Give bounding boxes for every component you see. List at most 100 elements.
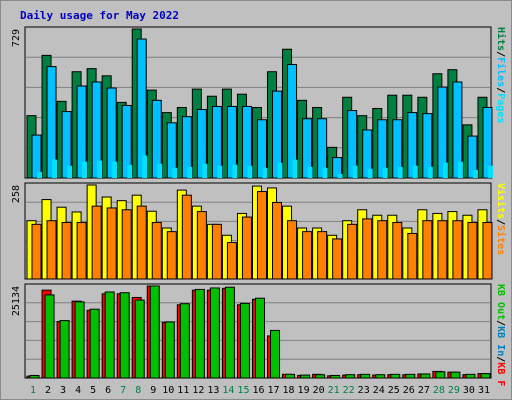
x-tick-day-23: 23 (358, 385, 370, 396)
bar-sites-day-7 (121, 209, 132, 280)
bar-sites-day-13 (211, 223, 222, 280)
bar-kb-out-day-20 (315, 374, 326, 379)
bar-sites-day-9 (151, 222, 162, 280)
bar-kb-out-day-4 (74, 301, 85, 379)
x-tick-day-25: 25 (388, 385, 400, 396)
bar-pages-day-17 (277, 162, 283, 178)
bar-pages-day-3 (67, 165, 73, 178)
bar-sites-day-1 (31, 223, 42, 280)
bar-kb-out-day-19 (300, 374, 311, 379)
bar-kb-out-day-23 (360, 373, 371, 379)
bar-sites-day-30 (467, 222, 478, 280)
bar-kb-out-day-30 (465, 373, 476, 379)
legend-visits: Visits (495, 183, 507, 219)
bar-kb-out-day-11 (179, 303, 190, 379)
bar-files-day-8 (136, 38, 147, 179)
x-tick-day-8: 8 (135, 385, 141, 396)
bar-kb-out-day-13 (209, 287, 220, 379)
bar-sites-day-11 (181, 194, 192, 280)
bar-files-day-7 (121, 104, 132, 179)
bar-pages-day-2 (52, 159, 58, 178)
x-tick-day-9: 9 (150, 385, 156, 396)
bar-sites-day-15 (241, 216, 252, 280)
x-tick-day-27: 27 (418, 385, 430, 396)
bar-pages-day-11 (187, 166, 193, 178)
bar-pages-day-30 (472, 169, 478, 178)
legend-separator: / (495, 51, 506, 57)
bar-pages-day-31 (487, 165, 493, 178)
x-tick-day-11: 11 (177, 385, 189, 396)
bar-sites-day-25 (392, 222, 403, 280)
bar-kb-out-day-7 (119, 292, 130, 379)
bar-files-day-21 (332, 157, 343, 179)
bar-sites-day-10 (166, 231, 177, 280)
bar-sites-day-26 (407, 232, 418, 280)
bar-pages-day-6 (112, 161, 118, 178)
chart-title: Daily usage for May 2022 (20, 9, 179, 22)
x-tick-day-22: 22 (343, 385, 355, 396)
bar-kb-out-day-26 (405, 373, 416, 379)
x-tick-day-15: 15 (237, 385, 249, 396)
x-tick-day-19: 19 (298, 385, 310, 396)
bar-pages-day-10 (172, 167, 178, 178)
bar-kb-out-day-10 (164, 321, 175, 379)
bar-sites-day-2 (46, 220, 57, 280)
bar-pages-day-9 (157, 163, 163, 178)
x-tick-day-4: 4 (75, 385, 81, 396)
bar-kb-out-day-9 (149, 285, 160, 379)
bar-pages-day-26 (412, 165, 418, 178)
x-tick-day-30: 30 (463, 385, 475, 396)
side-legend: Visits/Sites (495, 183, 507, 255)
x-tick-day-21: 21 (328, 385, 340, 396)
legend-files: Files (495, 57, 507, 87)
x-tick-day-18: 18 (283, 385, 295, 396)
bar-files-day-22 (347, 110, 358, 179)
bar-sites-day-29 (452, 220, 463, 280)
bar-files-day-27 (422, 113, 433, 179)
bar-kb-out-day-29 (450, 371, 461, 379)
legend-kb-out: KB Out (495, 284, 506, 320)
bar-sites-day-4 (76, 222, 87, 280)
bar-sites-day-22 (347, 223, 358, 280)
bar-kb-out-day-2 (44, 294, 55, 379)
bar-files-day-11 (181, 116, 192, 179)
bar-files-day-12 (196, 109, 207, 179)
bar-files-day-2 (46, 66, 57, 179)
bar-kb-out-day-17 (270, 329, 281, 379)
legend-separator: / (495, 219, 506, 225)
bar-files-day-1 (31, 134, 42, 179)
bar-files-day-18 (287, 64, 298, 179)
bar-files-day-31 (482, 106, 493, 179)
bar-pages-day-23 (367, 168, 373, 178)
x-tick-day-7: 7 (120, 385, 126, 396)
bar-pages-day-7 (127, 164, 133, 178)
bar-sites-day-12 (196, 211, 207, 280)
bar-files-day-17 (272, 90, 283, 179)
legend-separator: / (495, 320, 506, 326)
bar-kb-out-day-16 (254, 297, 265, 379)
bar-files-day-6 (106, 87, 117, 179)
bar-kb-out-day-18 (285, 373, 296, 379)
x-tick-day-17: 17 (267, 385, 279, 396)
y-axis-max-label: 258 (11, 185, 22, 203)
bar-files-day-20 (317, 118, 328, 179)
legend-kb-f: KB F (495, 362, 506, 386)
bar-files-day-19 (302, 118, 313, 179)
bar-sites-day-31 (482, 222, 493, 280)
bar-files-day-23 (362, 129, 373, 179)
bar-pages-day-25 (397, 166, 403, 178)
side-legend: KB Out/KB In/KB F (495, 284, 506, 386)
bar-sites-day-28 (437, 220, 448, 280)
bar-pages-day-12 (202, 163, 208, 178)
bar-files-day-10 (166, 122, 177, 179)
bar-files-day-3 (61, 111, 72, 179)
bar-files-day-4 (76, 85, 87, 179)
bar-files-day-9 (151, 99, 162, 179)
bar-kb-out-day-6 (104, 291, 115, 379)
bar-kb-out-day-1 (29, 374, 40, 379)
bar-pages-day-28 (442, 162, 448, 178)
bar-pages-day-15 (247, 165, 253, 178)
bar-kb-out-day-24 (375, 374, 386, 379)
